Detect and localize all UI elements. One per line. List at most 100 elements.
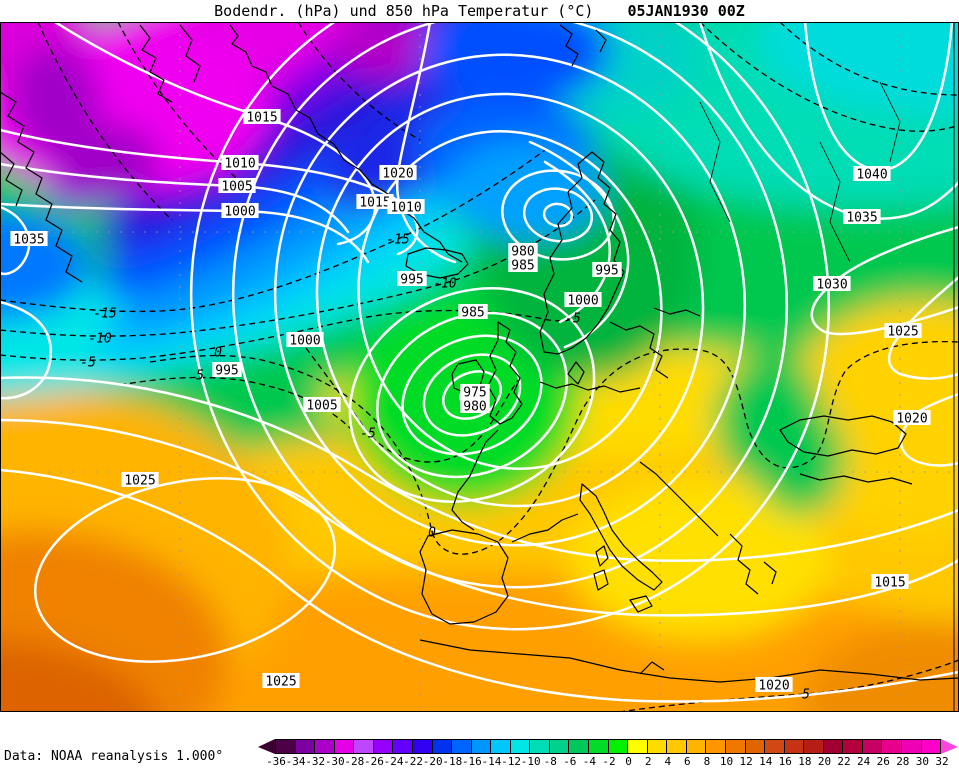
colorbar-tick: 32 xyxy=(935,755,949,768)
pressure-label: 985 xyxy=(511,259,534,274)
pressure-label: 980 xyxy=(511,245,534,260)
colorbar-tick-labels: -36 -34 -32 -30 -28 -26 -24 -22 -20 -18 -16 -14 -12-… xyxy=(258,755,958,769)
pressure-label-box xyxy=(508,257,538,272)
colorbar-tick: -16 xyxy=(461,755,482,768)
colorbar-tick: -32 xyxy=(305,755,326,768)
colorbar-tick: -36 xyxy=(266,755,286,768)
colorbar-cell xyxy=(549,740,570,753)
colorbar-tick: 26 xyxy=(876,755,890,768)
colorbar-cell xyxy=(902,740,922,753)
colorbar-tick: -20 xyxy=(422,755,443,768)
colorbar-right-arrow-icon xyxy=(941,739,958,754)
colorbar-cell xyxy=(412,740,433,753)
page-title: Bodendr. (hPa) und 850 hPa Temperatur (°… xyxy=(214,2,594,20)
temperature-label: 0 xyxy=(214,346,222,361)
colorbar-tick: 12 xyxy=(739,755,753,768)
colorbar-cell xyxy=(589,740,609,753)
colorbar-cell xyxy=(354,740,374,753)
colorbar-tick: 6 xyxy=(684,755,691,768)
pressure-label: 1000 xyxy=(567,294,598,309)
isotherm-lines xyxy=(0,22,959,712)
colorbar-cell xyxy=(843,740,863,753)
pressure-label: 995 xyxy=(595,264,618,279)
pressure-label-box xyxy=(508,243,538,258)
temperature-label: -5 xyxy=(565,312,581,327)
pressure-label: 1000 xyxy=(289,334,320,349)
pressure-label-box xyxy=(755,677,793,692)
colorbar-cell xyxy=(667,740,687,753)
colorbar-tick: 4 xyxy=(664,755,672,768)
temperature-colorbar: -36 -34 -32 -30 -28 -26 -24 -22 -20 -18 -16 -14 -12-… xyxy=(258,739,958,768)
pressure-label-box xyxy=(303,397,341,412)
pressure-label: 1040 xyxy=(856,168,887,183)
colorbar-tick: -30 xyxy=(324,755,345,768)
temperature-label: 5 xyxy=(196,369,204,384)
colorbar-tick: -24 xyxy=(383,755,404,768)
temperature-label: -15 xyxy=(386,233,410,248)
colorbar-cell xyxy=(393,740,413,753)
colorbar-tick: 10 xyxy=(719,755,734,768)
colorbar-cell xyxy=(530,740,550,753)
colorbar-cell xyxy=(315,740,335,753)
colorbar-tick: 14 xyxy=(759,755,773,768)
pressure-label: 1015 xyxy=(874,576,905,591)
pressure-label: 1025 xyxy=(265,675,296,690)
temperature-label: -5 xyxy=(80,356,96,371)
pressure-label: 1000 xyxy=(224,205,255,220)
colorbar-cell xyxy=(882,740,902,753)
pressure-label: 1020 xyxy=(758,679,789,694)
pressure-label: 1010 xyxy=(390,201,421,216)
pressure-label-box xyxy=(460,384,490,399)
colorbar-tick: 24 xyxy=(857,755,871,768)
pressure-label: 1020 xyxy=(896,412,927,427)
temperature-field xyxy=(0,22,959,712)
pressure-label: 1025 xyxy=(887,325,918,340)
pressure-label: 1010 xyxy=(224,157,255,172)
pressure-label: 1035 xyxy=(846,211,877,226)
pressure-label: 995 xyxy=(215,364,238,379)
pressure-label-box xyxy=(10,231,48,246)
colorbar-tick: 2 xyxy=(644,755,652,768)
colorbar-cell xyxy=(334,740,355,753)
credits-data-source: Data: NOAA reanalysis 1.000° xyxy=(4,749,224,764)
pressure-label-box xyxy=(458,304,488,319)
pressure-label-box xyxy=(379,165,417,180)
temperature-label: -15 xyxy=(93,307,117,322)
pressure-label-box xyxy=(387,199,425,214)
colorbar-cell xyxy=(295,740,316,753)
credits: Data: NOAA reanalysis 1.000° (C) Wetterz… xyxy=(4,714,223,770)
colorbar-cell xyxy=(276,740,296,753)
colorbar-tick: 8 xyxy=(703,755,711,768)
colorbar-cell xyxy=(608,740,629,753)
pressure-label-box xyxy=(592,262,622,277)
colorbar-tick: -12 xyxy=(501,755,521,768)
colorbar-tick: -34 xyxy=(285,755,306,768)
colorbar-tick: 22 xyxy=(837,755,851,768)
colorbar-tick: -4 xyxy=(582,755,597,768)
colorbar-tick: -14 xyxy=(481,755,502,768)
pressure-label-box xyxy=(218,178,256,193)
colorbar-tick: -8 xyxy=(543,755,557,768)
colorbar-tick: -6 xyxy=(563,755,577,768)
pressure-label-box xyxy=(262,673,300,688)
colorbar-cell xyxy=(432,740,453,753)
colorbar-cell xyxy=(569,740,589,753)
pressure-label-box xyxy=(397,271,427,286)
title-bar: Bodendr. (hPa) und 850 hPa Temperatur (°… xyxy=(0,0,959,22)
colorbar-tick: 16 xyxy=(778,755,792,768)
pressure-label-box xyxy=(884,323,922,338)
colorbar-tick: -2 xyxy=(602,755,616,768)
pressure-label-box xyxy=(871,574,909,589)
pressure-label-box xyxy=(843,209,881,224)
colorbar-left-arrow-icon xyxy=(258,739,275,754)
pressure-label-box xyxy=(121,472,159,487)
date-stamp: 05JAN1930 00Z xyxy=(627,2,745,20)
temperature-label: 5 xyxy=(802,688,810,703)
footer: Data: NOAA reanalysis 1.000° (C) Wetterz… xyxy=(0,712,959,770)
temperature-label: -10 xyxy=(433,277,457,292)
colorbar-cell xyxy=(647,740,668,753)
pressure-label-box xyxy=(564,292,602,307)
colorbar-cell xyxy=(628,740,648,753)
